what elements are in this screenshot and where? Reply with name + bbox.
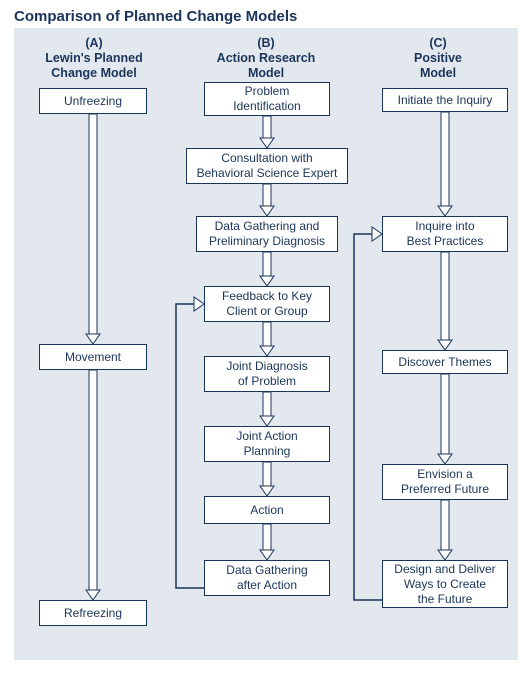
diagram-panel: (A)Lewin's PlannedChange Model (B)Action …	[14, 28, 518, 660]
page-title: Comparison of Planned Change Models	[14, 8, 297, 25]
flowchart-box: Data Gathering andPreliminary Diagnosis	[196, 216, 338, 252]
flowchart-box: ProblemIdentification	[204, 82, 330, 116]
column-header-C: (C)PositiveModel	[363, 36, 513, 81]
flowchart-box: Joint ActionPlanning	[204, 426, 330, 462]
flowchart-box: Consultation withBehavioral Science Expe…	[186, 148, 348, 184]
page: Comparison of Planned Change Models (A)L…	[0, 0, 532, 674]
column-header-B: (B)Action ResearchModel	[191, 36, 341, 81]
flowchart-box: Action	[204, 496, 330, 524]
flowchart-box: Refreezing	[39, 600, 147, 626]
flowchart-box: Envision aPreferred Future	[382, 464, 508, 500]
flowchart-box: Joint Diagnosisof Problem	[204, 356, 330, 392]
flowchart-box: Initiate the Inquiry	[382, 88, 508, 112]
flowchart-box: Movement	[39, 344, 147, 370]
flowchart-box: Design and DeliverWays to Createthe Futu…	[382, 560, 508, 608]
flowchart-box: Discover Themes	[382, 350, 508, 374]
flowchart-box: Unfreezing	[39, 88, 147, 114]
column-header-A: (A)Lewin's PlannedChange Model	[19, 36, 169, 81]
flowchart-box: Feedback to KeyClient or Group	[204, 286, 330, 322]
flowchart-box: Data Gatheringafter Action	[204, 560, 330, 596]
flowchart-box: Inquire intoBest Practices	[382, 216, 508, 252]
